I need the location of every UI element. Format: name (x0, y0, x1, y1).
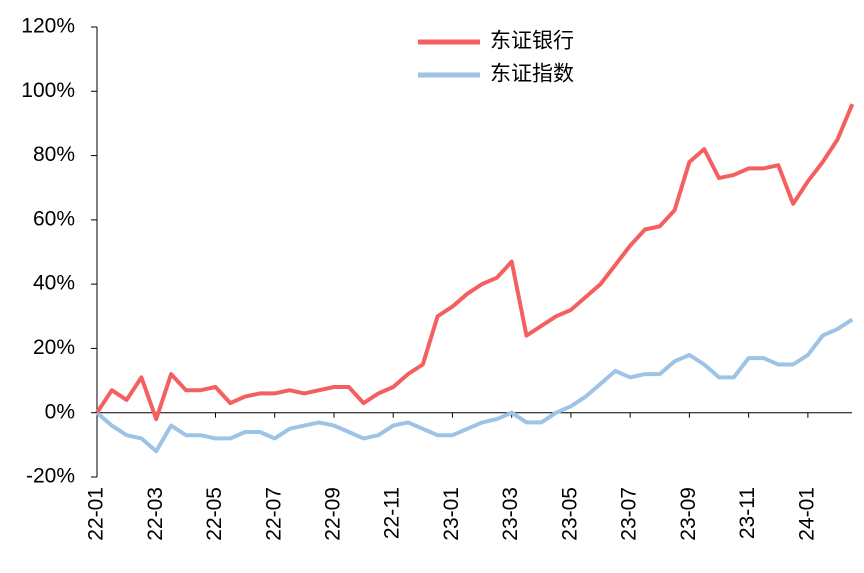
x-tick-label: 22-05 (203, 487, 226, 541)
x-tick-label: 22-03 (144, 487, 167, 541)
x-tick-label: 23-01 (440, 487, 463, 541)
x-tick-label: 24-01 (795, 487, 818, 541)
x-tick-label: 22-11 (381, 487, 404, 539)
legend-label: 东证指数 (490, 63, 574, 86)
x-tick-label: 23-05 (558, 487, 581, 541)
legend-label: 东证银行 (490, 30, 574, 53)
x-tick-label: 23-07 (618, 487, 641, 541)
y-tick-label: 40% (33, 272, 75, 295)
y-tick-label: 0% (45, 400, 75, 423)
y-tick-label: 100% (21, 79, 75, 102)
x-tick-label: 22-09 (322, 487, 345, 541)
y-tick-label: -20% (26, 465, 75, 488)
series-line (95, 317, 854, 454)
x-tick-label: 23-09 (677, 487, 700, 541)
y-tick-label: 20% (33, 336, 75, 359)
y-tick-label: 80% (33, 143, 75, 166)
x-tick-label: 22-07 (262, 487, 285, 541)
x-tick-label: 23-11 (736, 487, 759, 539)
series-line (95, 103, 855, 422)
x-tick-label: 23-03 (499, 487, 522, 541)
x-tick-label: 22-01 (85, 487, 108, 541)
y-tick-label: 120% (21, 15, 75, 38)
y-tick-label: 60% (33, 207, 75, 230)
